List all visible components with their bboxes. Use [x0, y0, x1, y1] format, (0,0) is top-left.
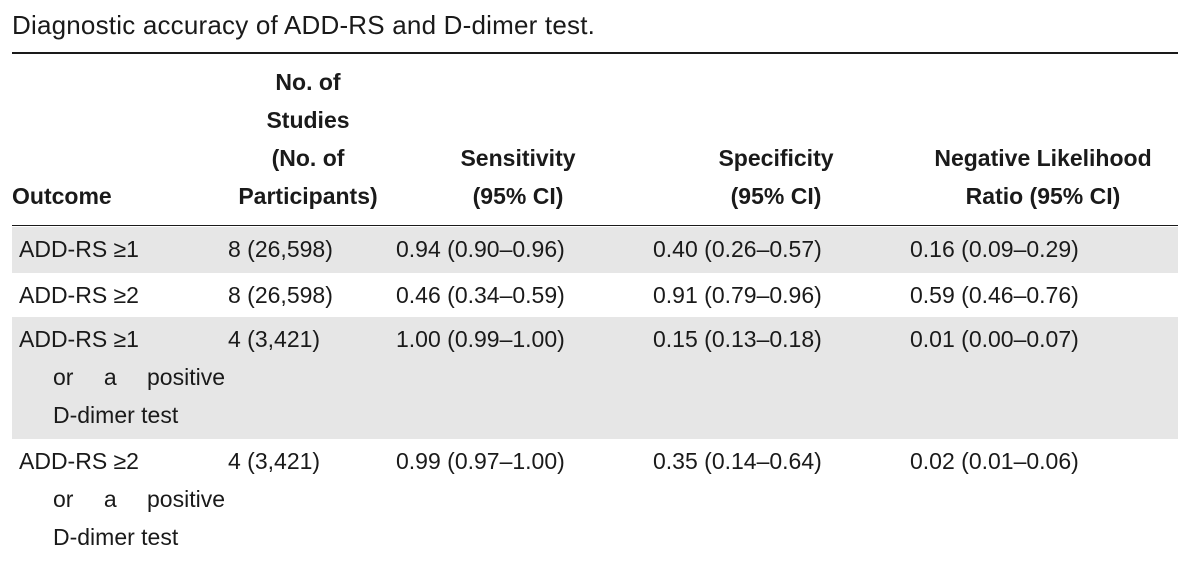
cell-negative-likelihood-ratio: 0.02 (0.01–0.06): [910, 448, 1079, 474]
cell-outcome: ADD-RS ≥1: [19, 236, 139, 262]
cell-studies: 8 (26,598): [228, 236, 333, 262]
outcome-qualifier: D-dimer test: [53, 524, 179, 550]
header-sensitivity: Sensitivity (95% CI): [460, 145, 576, 209]
cell-studies: 8 (26,598): [228, 282, 333, 308]
cell-studies: 4 (3,421): [228, 448, 321, 474]
outcome-label: ADD-RS ≥2: [19, 448, 139, 474]
cell-studies: 4 (3,421): [228, 326, 321, 352]
cell-specificity: 0.35 (0.14–0.64): [653, 448, 822, 474]
table-row: ADD-RS ≥1 8 (26,598) 0.94 (0.90–0.96) 0.…: [12, 227, 1178, 273]
table-row: ADD-RS ≥2 8 (26,598) 0.46 (0.34–0.59) 0.…: [12, 273, 1178, 317]
outcome-qualifier: or a positive: [53, 364, 225, 390]
header-studies: No. of Studies (No. of Participants): [238, 69, 378, 209]
cell-negative-likelihood-ratio: 0.16 (0.09–0.29): [910, 236, 1079, 262]
table-body: ADD-RS ≥1 8 (26,598) 0.94 (0.90–0.96) 0.…: [12, 227, 1178, 563]
cell-specificity: 0.15 (0.13–0.18): [653, 326, 822, 352]
header-specificity: Specificity (95% CI): [718, 145, 834, 209]
header-rule: [12, 225, 1178, 226]
cell-negative-likelihood-ratio: 0.01 (0.00–0.07): [910, 326, 1079, 352]
outcome-qualifier: D-dimer test: [53, 402, 179, 428]
top-rule: [12, 52, 1178, 54]
cell-outcome: ADD-RS ≥2 or a positive D-dimer test: [19, 442, 225, 556]
table-caption: Diagnostic accuracy of ADD-RS and D-dime…: [12, 10, 596, 40]
cell-negative-likelihood-ratio: 0.59 (0.46–0.76): [910, 282, 1079, 308]
table-header: Outcome No. of Studies (No. of Participa…: [12, 55, 1178, 227]
cell-specificity: 0.40 (0.26–0.57): [653, 236, 822, 262]
cell-outcome: ADD-RS ≥1 or a positive D-dimer test: [19, 320, 225, 434]
outcome-label: ADD-RS ≥1: [19, 326, 139, 352]
cell-sensitivity: 0.94 (0.90–0.96): [396, 236, 565, 262]
header-outcome: Outcome: [12, 183, 112, 209]
cell-outcome: ADD-RS ≥2: [19, 282, 139, 308]
cell-sensitivity: 0.46 (0.34–0.59): [396, 282, 565, 308]
table-row: ADD-RS ≥1 or a positive D-dimer test 4 (…: [12, 317, 1178, 439]
cell-sensitivity: 1.00 (0.99–1.00): [396, 326, 565, 352]
header-negative-likelihood-ratio: Negative Likelihood Ratio (95% CI): [934, 145, 1152, 209]
outcome-qualifier: or a positive: [53, 486, 225, 512]
cell-specificity: 0.91 (0.79–0.96): [653, 282, 822, 308]
table-row: ADD-RS ≥2 or a positive D-dimer test 4 (…: [12, 439, 1178, 563]
cell-sensitivity: 0.99 (0.97–1.00): [396, 448, 565, 474]
